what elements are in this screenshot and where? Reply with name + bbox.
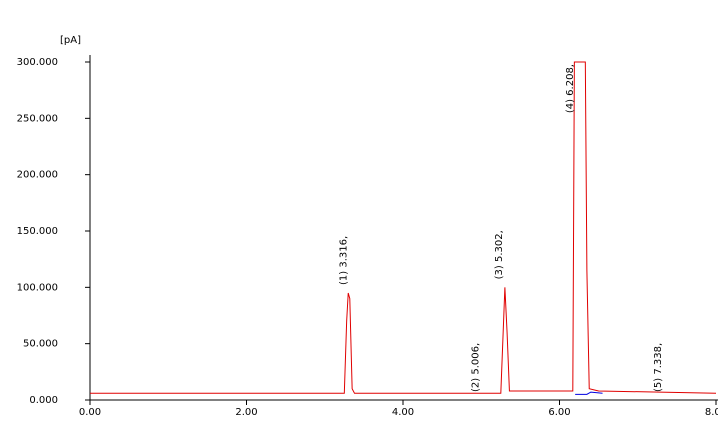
y-tick-label: 150.000	[17, 226, 58, 237]
peak-label: (3) 5.302,	[494, 230, 505, 279]
y-axis-label: [pA]	[60, 35, 81, 46]
peak-label: (2) 5.006,	[471, 343, 482, 392]
x-tick-label: 8.00	[705, 407, 718, 418]
peak-label: (4) 6.208,	[565, 64, 576, 113]
y-tick-label: 300.000	[17, 57, 58, 68]
y-tick-label: 250.000	[17, 113, 58, 124]
y-tick-label: 100.000	[17, 282, 58, 293]
x-tick-label: 0.00	[79, 407, 101, 418]
peak-label: (5) 7.338,	[653, 343, 664, 392]
y-tick-label: 200.000	[17, 170, 58, 181]
peak-label: (1) 3.316,	[338, 236, 349, 285]
trace	[575, 391, 603, 395]
x-tick-label: 4.00	[392, 407, 414, 418]
trace	[90, 61, 717, 394]
y-tick-label: 50.000	[23, 339, 58, 350]
x-tick-label: 2.00	[235, 407, 257, 418]
y-tick-label: 0.000	[29, 395, 58, 406]
x-tick-label: 6.00	[548, 407, 570, 418]
